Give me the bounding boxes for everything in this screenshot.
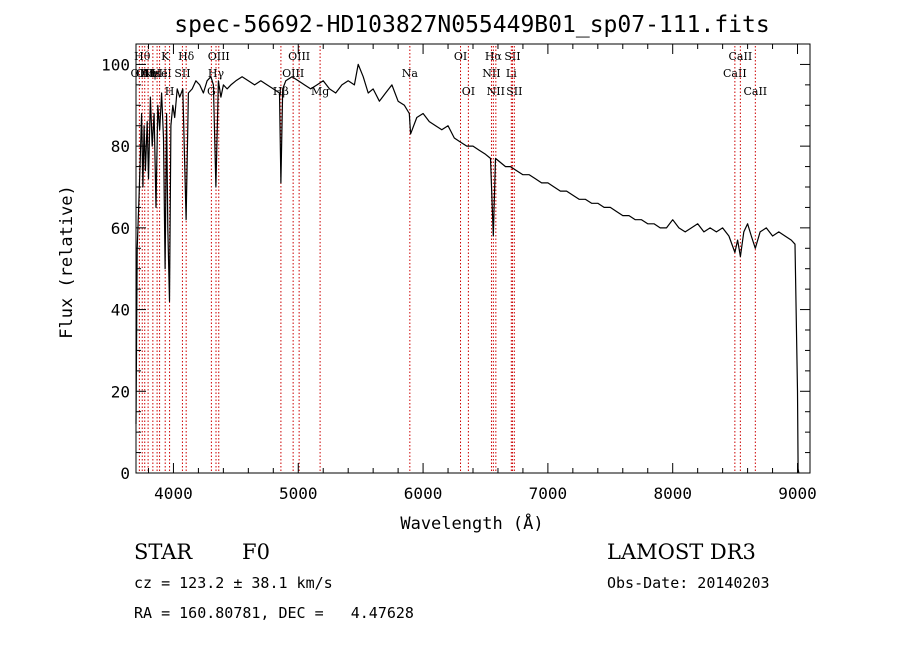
line-marker-label-27: CaII <box>723 67 747 80</box>
line-marker-label-10: Hδ <box>178 50 195 63</box>
line-marker-label-11: G <box>207 85 216 98</box>
line-marker-label-16: OIII <box>288 50 310 63</box>
y-axis-label: Flux (relative) <box>57 185 77 339</box>
x-tick-label-4000: 4000 <box>154 484 193 503</box>
survey-name: LAMOST DR3 <box>607 540 756 564</box>
line-marker-label-24: Li <box>506 67 517 80</box>
y-tick-label-40: 40 <box>111 301 130 320</box>
line-marker-label-9: SII <box>174 67 190 80</box>
line-marker-label-7: K <box>161 50 170 63</box>
x-axis-ticks: 4000 5000 6000 7000 8000 9000 <box>147 44 817 503</box>
y-tick-label-0: 0 <box>120 464 130 483</box>
line-marker-label-17: Mg <box>311 85 329 98</box>
line-marker-label-13: OIII <box>208 50 230 63</box>
y-tick-label-20: 20 <box>111 382 130 401</box>
line-marker-label-28: CaII <box>729 50 753 63</box>
line-marker-label-20: OI <box>462 85 475 98</box>
x-tick-label-9000: 9000 <box>778 484 817 503</box>
line-marker-label-14: Hβ <box>273 85 289 98</box>
line-marker-label-29: CaII <box>743 85 767 98</box>
line-marker-label-4: Hε <box>145 67 161 80</box>
observation-date: Obs-Date: 20140203 <box>607 574 770 592</box>
y-axis-ticks: 0 20 40 60 80 100 <box>101 55 810 483</box>
line-marker-label-22: Hα <box>485 50 503 63</box>
line-marker-label-6: He <box>152 67 168 80</box>
y-tick-label-80: 80 <box>111 137 130 156</box>
x-tick-label-5000: 5000 <box>279 484 318 503</box>
x-axis-label: Wavelength (Å) <box>400 512 543 534</box>
line-marker-label-21: NII <box>482 67 500 80</box>
line-marker-label-2: OII <box>136 67 154 80</box>
line-marker-label-0: OII <box>131 67 149 80</box>
line-marker-label-25: SII <box>504 50 520 63</box>
spectrum-line <box>135 63 800 474</box>
line-marker-label-12: Hγ <box>208 67 225 80</box>
line-marker-label-15: OIII <box>282 67 304 80</box>
line-marker-label-1: Hθ <box>134 50 151 63</box>
spectral-subclass: F0 <box>242 540 270 564</box>
x-tick-label-8000: 8000 <box>653 484 692 503</box>
redshift-readout: cz = 123.2 ± 38.1 km/s <box>134 574 333 592</box>
line-marker-label-8: H <box>165 85 175 98</box>
x-tick-label-7000: 7000 <box>529 484 568 503</box>
y-tick-label-100: 100 <box>101 55 130 74</box>
line-marker-label-5: NeIII <box>143 67 172 80</box>
spectrum-series <box>135 63 800 474</box>
line-marker-label-19: OI <box>454 50 467 63</box>
plot-frame <box>135 43 811 474</box>
line-marker-label-26: SII <box>506 85 522 98</box>
line-marker-label-23: NII <box>487 85 505 98</box>
y-tick-label-60: 60 <box>111 219 130 238</box>
line-marker-label-18: Na <box>402 67 419 80</box>
chart-title: spec-56692-HD103827N055449B01_sp07-111.f… <box>174 12 769 38</box>
line-marker-label-3: Hη <box>140 67 156 80</box>
coordinates-readout: RA = 160.80781, DEC = 4.47628 <box>134 604 414 622</box>
object-class: STAR <box>134 540 193 564</box>
x-tick-label-6000: 6000 <box>404 484 443 503</box>
